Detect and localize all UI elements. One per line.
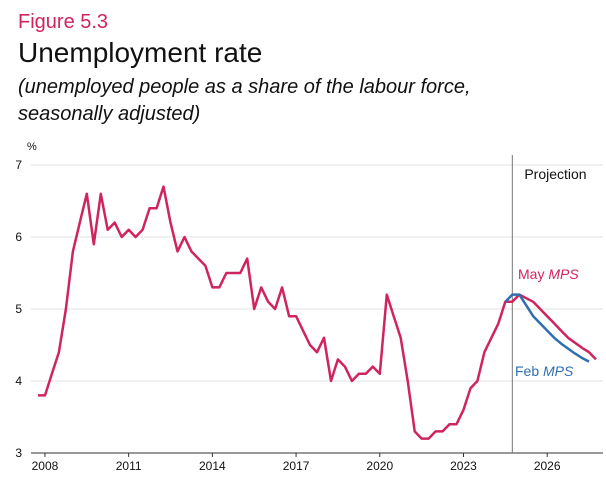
x-tick-label: 2026 [534,459,561,473]
legend-label: Feb MPS [515,363,574,379]
y-tick-label: 4 [15,374,22,388]
projection-label: Projection [524,166,586,182]
line-series [504,293,590,363]
subtitle-line: (unemployed people as a share of the lab… [18,76,471,98]
x-tick-label: 2014 [199,459,226,473]
legend-word: MPS [544,266,579,282]
legend-label: May MPS [518,266,579,282]
legend-word: Feb [515,363,539,379]
legend-word: MPS [539,363,574,379]
y-tick-label: 5 [15,302,22,316]
y-unit: % [27,141,37,153]
subtitle-line: seasonally adjusted) [18,103,200,125]
y-tick-label: 6 [15,230,22,244]
y-tick-label: 7 [15,158,22,172]
chart-title: Unemployment rate [18,37,262,68]
line-series [38,185,597,440]
legend-word: May [518,266,544,282]
x-tick-label: 2023 [450,459,477,473]
x-tick-label: 2017 [283,459,310,473]
x-tick-label: 2008 [32,459,59,473]
figure-label: Figure 5.3 [18,11,108,33]
x-tick-label: 2020 [366,459,393,473]
y-tick-label: 3 [15,446,22,460]
x-tick-label: 2011 [116,459,142,473]
